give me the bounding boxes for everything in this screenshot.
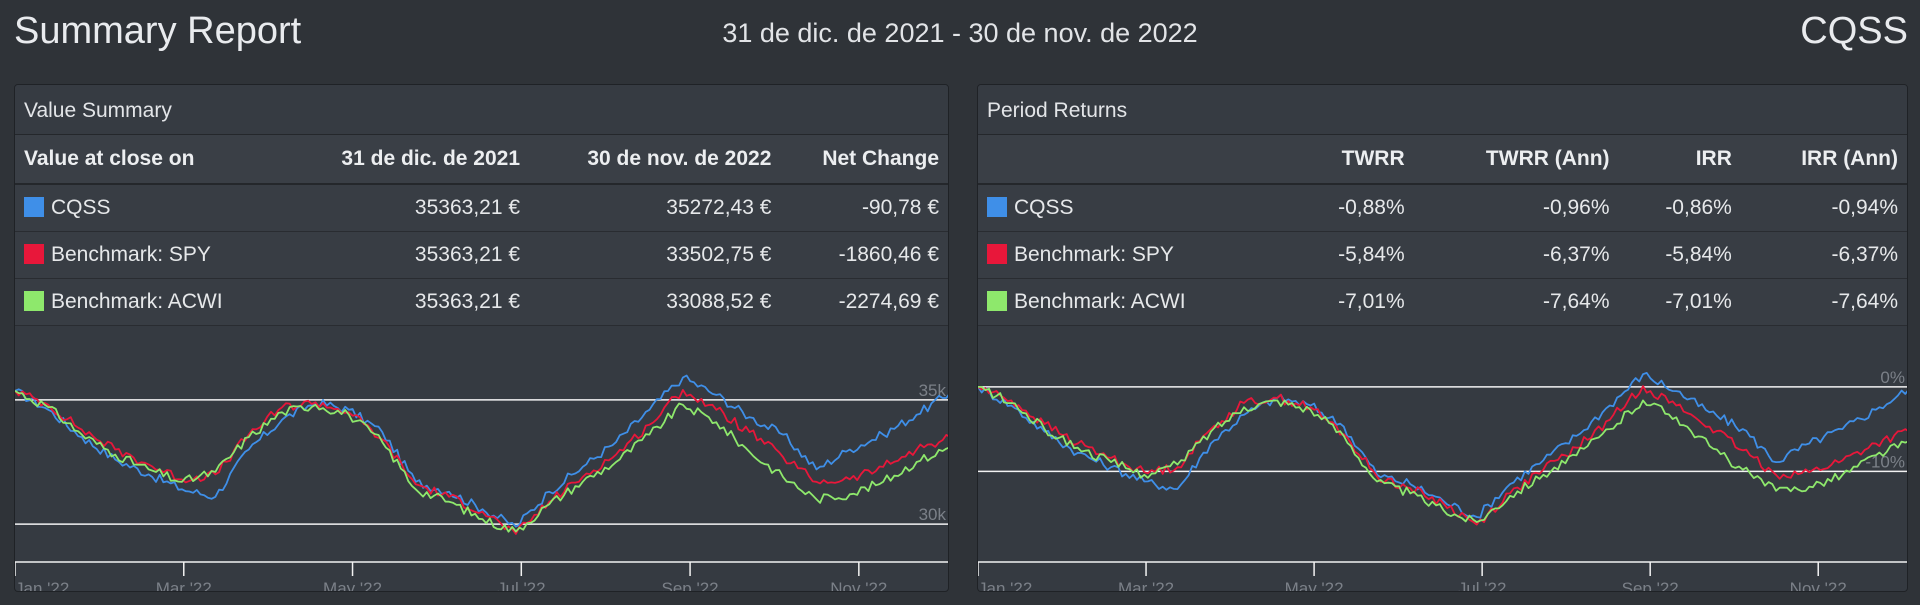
table-row: Benchmark: SPY 35363,21 € 33502,75 € -18… (15, 231, 948, 279)
value-cell: 35363,21 € (284, 231, 530, 279)
panel-title: Period Returns (978, 85, 1907, 135)
value-cell: 33088,52 € (529, 278, 781, 326)
value-cell: -7,64% (1413, 278, 1619, 326)
column-header: TWRR (1291, 135, 1414, 185)
value-cell: -5,84% (1291, 231, 1414, 279)
value-cell: -6,37% (1740, 231, 1907, 279)
series-name: Benchmark: ACWI (51, 290, 223, 313)
x-tick-label: Jul '22 (1458, 579, 1507, 591)
series-name-cell: Benchmark: SPY (978, 231, 1292, 279)
x-tick-label: Mar '22 (156, 579, 212, 591)
value-cell: -6,37% (1413, 231, 1619, 279)
series-name: CQSS (1014, 196, 1074, 219)
value-cell: -0,86% (1618, 184, 1741, 232)
table-row: CQSS 35363,21 € 35272,43 € -90,78 € (15, 184, 948, 232)
series-name-cell: CQSS (978, 184, 1292, 232)
series-line (978, 386, 1907, 523)
value-line-chart: 35k 30k Jan '22 Mar '22 May '22 Jul '22 Sep '2… (15, 374, 948, 591)
value-summary-panel: Value Summary Value at close on 31 de di… (14, 84, 949, 592)
column-header: IRR (Ann) (1740, 135, 1907, 185)
series-name: Benchmark: SPY (51, 243, 211, 266)
report-header: Summary Report 31 de dic. de 2021 - 30 d… (0, 0, 1920, 68)
series-name: CQSS (51, 196, 111, 219)
returns-line-chart: 0% -10% Jan '22 Mar '22 May '22 Jul '22 Sep '2… (978, 368, 1907, 591)
column-header: TWRR (Ann) (1413, 135, 1619, 185)
table-row: CQSS -0,88% -0,96% -0,86% -0,94% (978, 184, 1907, 232)
column-header (978, 135, 1292, 185)
value-cell: -7,01% (1618, 278, 1741, 326)
table-header-row: TWRR TWRR (Ann) IRR IRR (Ann) (978, 135, 1907, 185)
x-tick-label: Jul '22 (497, 579, 546, 591)
x-tick-label: Mar '22 (1118, 579, 1174, 591)
series-name: Benchmark: SPY (1014, 243, 1174, 266)
period-returns-panel: Period Returns TWRR TWRR (Ann) IRR IRR (… (977, 84, 1908, 592)
x-tick-label: Nov '22 (1790, 579, 1847, 591)
column-header: 31 de dic. de 2021 (284, 135, 530, 185)
value-cell: -0,96% (1413, 184, 1619, 232)
y-tick-label: 0% (1880, 368, 1905, 387)
legend-swatch-icon (24, 244, 44, 264)
column-header: Value at close on (15, 135, 285, 185)
legend-swatch-icon (987, 244, 1007, 264)
y-tick-label: 35k (919, 381, 947, 400)
table-header-row: Value at close on 31 de dic. de 2021 30 … (15, 135, 948, 185)
value-cell: 35363,21 € (284, 278, 530, 326)
legend-swatch-icon (987, 291, 1007, 311)
legend-swatch-icon (24, 291, 44, 311)
value-cell: -0,94% (1740, 184, 1907, 232)
x-tick-label: Nov '22 (830, 579, 887, 591)
table-row: Benchmark: ACWI -7,01% -7,64% -7,01% -7,… (978, 278, 1907, 326)
y-tick-label: 30k (919, 505, 947, 524)
y-tick-label: -10% (1865, 452, 1905, 471)
series-name-cell: Benchmark: SPY (15, 231, 285, 279)
series-line (15, 390, 948, 533)
report-title: Summary Report (14, 10, 302, 52)
x-tick-label: Jan '22 (978, 579, 1032, 591)
series-name-cell: Benchmark: ACWI (978, 278, 1292, 326)
x-tick-label: May '22 (1285, 579, 1344, 591)
value-cell: 35272,43 € (529, 184, 781, 232)
period-returns-table: TWRR TWRR (Ann) IRR IRR (Ann) CQSS -0,88… (978, 135, 1907, 326)
value-summary-table: Value at close on 31 de dic. de 2021 30 … (15, 135, 948, 326)
column-header: 30 de nov. de 2022 (529, 135, 781, 185)
value-cell: -7,01% (1291, 278, 1414, 326)
value-cell: 33502,75 € (529, 231, 781, 279)
series-name-cell: CQSS (15, 184, 285, 232)
report-period: 31 de dic. de 2021 - 30 de nov. de 2022 (722, 18, 1198, 48)
series-name-cell: Benchmark: ACWI (15, 278, 285, 326)
value-cell: -1860,46 € (780, 231, 948, 279)
value-cell: -90,78 € (780, 184, 948, 232)
series-line (15, 374, 948, 528)
value-cell: -2274,69 € (780, 278, 948, 326)
value-cell: 35363,21 € (284, 184, 530, 232)
table-row: Benchmark: SPY -5,84% -6,37% -5,84% -6,3… (978, 231, 1907, 279)
column-header: IRR (1618, 135, 1741, 185)
table-row: Benchmark: ACWI 35363,21 € 33088,52 € -2… (15, 278, 948, 326)
value-cell: -7,64% (1740, 278, 1907, 326)
x-tick-label: May '22 (323, 579, 382, 591)
series-line (978, 372, 1907, 519)
x-tick-label: Sep '22 (661, 579, 718, 591)
value-cell: -5,84% (1618, 231, 1741, 279)
legend-swatch-icon (987, 197, 1007, 217)
x-tick-label: Sep '22 (1622, 579, 1679, 591)
panel-title: Value Summary (15, 85, 948, 135)
x-tick-label: Jan '22 (15, 579, 69, 591)
account-name: CQSS (1800, 10, 1908, 52)
value-cell: -0,88% (1291, 184, 1414, 232)
legend-swatch-icon (24, 197, 44, 217)
column-header: Net Change (780, 135, 948, 185)
series-name: Benchmark: ACWI (1014, 290, 1186, 313)
series-line (15, 389, 948, 535)
